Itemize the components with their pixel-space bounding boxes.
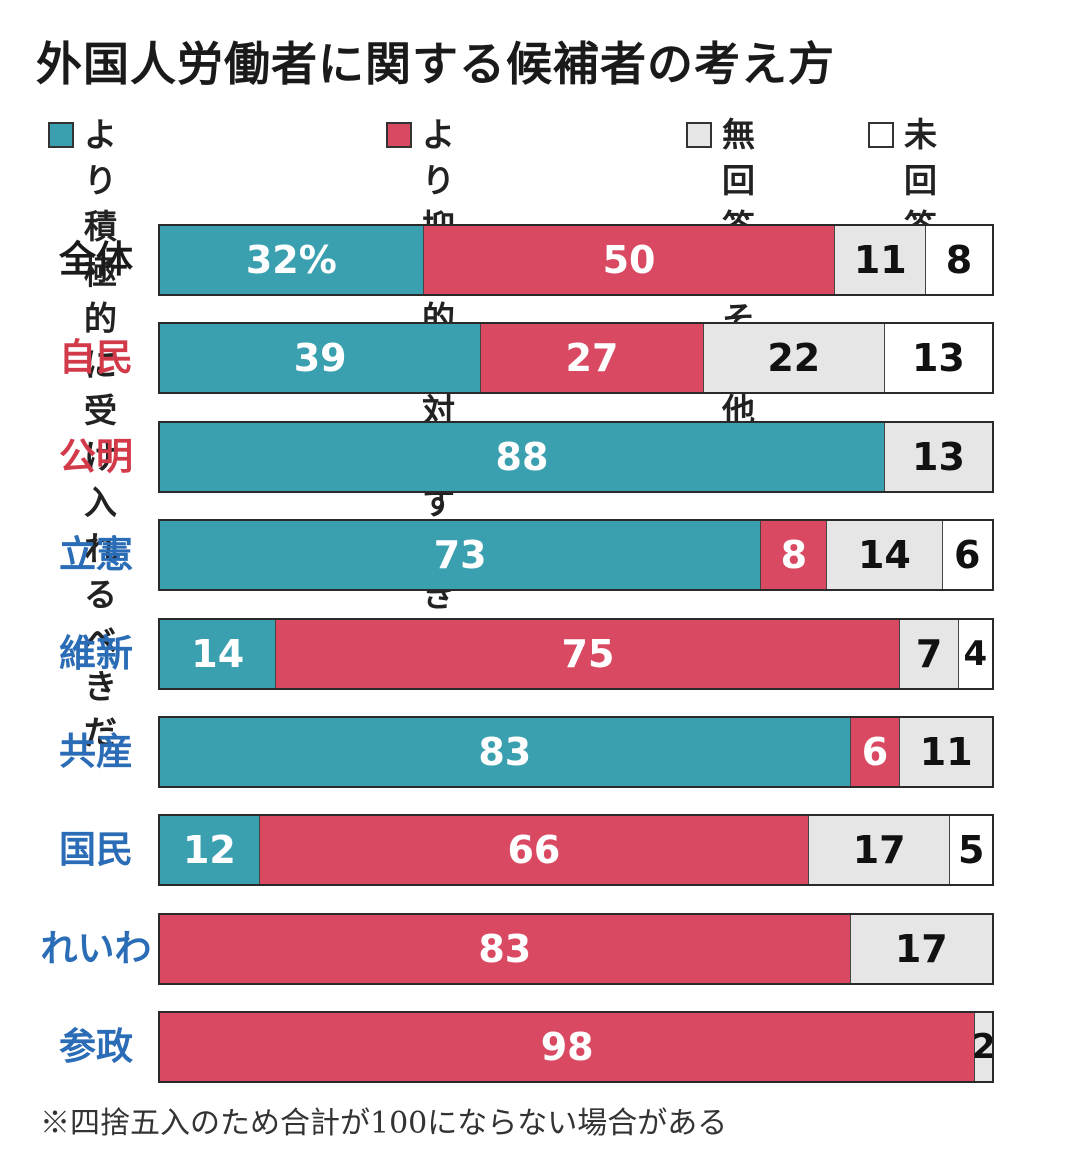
footnote: ※四捨五入のため合計が100にならない場合がある [40,1106,728,1141]
bar-row: 14 75 7 4 [158,618,994,690]
bar-segment-negative: 66 [259,816,809,884]
row-label: 全体 [59,238,133,281]
row-label: 立憲 [59,533,133,576]
row-label: 参政 [59,1025,133,1068]
data-label: 75 [561,632,615,676]
bar-row: 32% 50 11 8 [158,224,994,296]
bar-row: 73 8 14 6 [158,519,994,591]
bar-segment-unanswered: 13 [884,324,992,392]
data-label: 17 [852,828,906,872]
bar-segment-no_response: 17 [850,915,992,983]
bar-row: 12 66 17 5 [158,814,994,886]
legend-swatch-unanswered [868,122,894,148]
chart-title: 外国人労働者に関する候補者の考え方 [36,37,835,91]
data-label: 8 [780,533,808,577]
bar-segment-positive: 88 [160,423,885,491]
data-label: 14 [857,533,911,577]
data-label: 2 [971,1027,994,1067]
data-label: 50 [602,238,656,282]
data-label: 13 [911,336,965,380]
data-label: 22 [767,336,821,380]
data-label: 5 [957,828,985,872]
bar-segment-negative: 75 [276,620,901,688]
bar-segment-negative: 50 [423,226,836,294]
bar-row: 88 13 [158,421,994,493]
bar-row: 83 17 [158,913,994,985]
row-label: 自民 [59,336,133,379]
row-label: れいわ [40,927,152,970]
legend-label-positive: より積極的に 受け入れるべきだ [84,115,117,752]
data-label: 11 [919,730,973,774]
data-label: 73 [433,533,487,577]
data-label: 12 [182,828,236,872]
data-label: 13 [912,435,965,479]
bar-segment-negative: 8 [761,521,828,589]
data-label: 32% [245,238,337,282]
data-label: 11 [853,238,907,282]
bar-segment-no_response: 14 [827,521,943,589]
data-label: 7 [915,632,943,676]
bar-segment-positive: 39 [160,324,482,392]
bar-segment-positive: 73 [160,521,762,589]
bar-segment-negative: 98 [160,1013,976,1081]
data-label: 27 [565,336,619,380]
data-label: 83 [478,730,532,774]
bar-segment-no_response: 17 [808,816,951,884]
bar-segment-negative: 27 [481,324,704,392]
bar-row: 83 6 11 [158,716,994,788]
bar-segment-unanswered: 8 [926,226,992,294]
data-label: 83 [478,927,532,971]
row-label: 公明 [59,435,133,478]
bar-segment-unanswered: 4 [958,620,992,688]
data-label: 98 [540,1025,594,1069]
bar-segment-no_response: 11 [835,226,927,294]
data-label: 6 [954,533,981,577]
row-label: 国民 [59,828,133,871]
bar-segment-negative: 83 [160,915,851,983]
bar-row: 98 2 [158,1011,994,1083]
bar-segment-positive: 12 [160,816,260,884]
data-label: 39 [293,336,347,380]
bar-row: 39 27 22 13 [158,322,994,394]
bar-segment-no_response: 2 [971,1013,994,1081]
legend-swatch-positive [48,122,74,148]
bar-segment-unanswered: 5 [950,816,992,884]
bar-segment-no_response: 22 [703,324,885,392]
bar-segment-unanswered: 6 [942,521,992,589]
bar-segment-positive: 14 [160,620,277,688]
bar-segment-no_response: 13 [884,423,992,491]
row-label: 共産 [59,730,133,773]
data-label: 4 [963,634,988,674]
data-label: 88 [495,435,549,479]
data-label: 17 [894,927,948,971]
data-label: 66 [507,828,561,872]
legend-swatch-negative [386,122,412,148]
legend-swatch-no_response [686,122,712,148]
bar-segment-negative: 6 [850,718,901,786]
bar-segment-positive: 83 [160,718,851,786]
row-label: 維新 [59,632,133,675]
bar-segment-no_response: 11 [900,718,992,786]
data-label: 8 [945,238,973,282]
bar-segment-no_response: 7 [900,620,959,688]
bar-segment-positive: 32% [160,226,424,294]
data-label: 14 [191,632,245,676]
data-label: 6 [861,730,889,774]
